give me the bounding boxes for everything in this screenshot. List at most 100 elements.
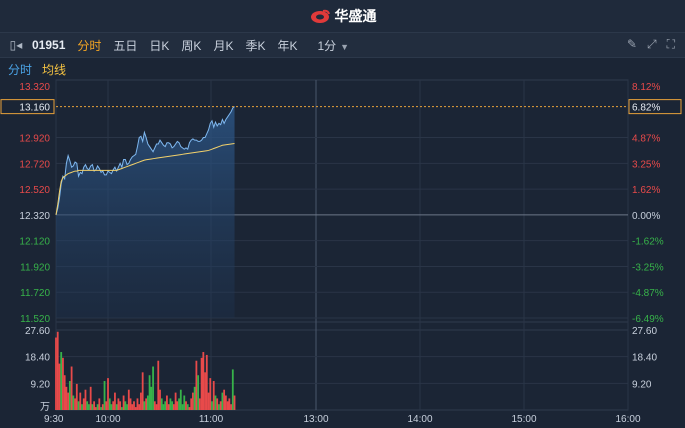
chart-toolbar: ▯◂ 01951 分时 五日 日K 周K 月K 季K 年K 1分 ▼ ✎ ⤢ ⛶ — [0, 32, 685, 58]
time-tick-label: 15:00 — [511, 414, 536, 425]
volume-bar — [185, 401, 187, 410]
volume-bar — [174, 392, 177, 410]
volume-bar — [120, 407, 123, 410]
volume-bar — [143, 401, 146, 410]
price-tick-label: 11.920 — [20, 262, 50, 273]
tab-five-day[interactable]: 五日 — [113, 38, 138, 53]
volume-bar — [209, 378, 212, 410]
volume-bar — [103, 381, 106, 410]
tab-daily-k[interactable]: 日K — [149, 38, 170, 53]
volume-tick-label: 27.60 — [25, 326, 50, 337]
volume-bar — [105, 401, 108, 410]
pct-tick-label: 4.87% — [632, 134, 660, 145]
time-tick-label: 16:00 — [615, 414, 640, 425]
volume-bar — [88, 404, 90, 410]
volume-bar — [219, 401, 222, 410]
pct-tick-label: -4.87% — [632, 288, 664, 299]
volume-bar — [155, 404, 158, 410]
volume-bar — [152, 366, 154, 410]
avg-line-legend: 均线 — [42, 62, 67, 77]
price-tick-label: 12.320 — [19, 211, 50, 222]
volume-bar — [65, 386, 68, 410]
tab-monthly-k[interactable]: 月K — [213, 38, 234, 53]
tab-intraday[interactable]: 分时 — [77, 38, 102, 53]
volume-bar — [160, 398, 163, 410]
tab-weekly-k[interactable]: 周K — [181, 38, 202, 53]
volume-bar — [164, 401, 167, 410]
pct-tick-label: -1.62% — [632, 237, 664, 248]
volume-bar — [112, 401, 115, 410]
volume-bar — [190, 398, 193, 410]
collapse-panel-icon[interactable]: ▯◂ — [9, 38, 23, 52]
pct-tick-label: 3.25% — [632, 159, 660, 170]
volume-bar — [233, 395, 236, 410]
volume-bar — [192, 392, 194, 410]
price-tick-label: 13.320 — [19, 82, 50, 93]
volume-bar — [207, 392, 210, 410]
volume-tick-label: 18.40 — [25, 353, 50, 364]
expand-icon[interactable]: ⤢ — [646, 37, 657, 51]
volume-bar — [77, 401, 80, 410]
volume-bar — [141, 372, 144, 410]
volume-bar — [166, 395, 168, 410]
pct-tick-label: 8.12% — [632, 82, 660, 93]
volume-bar — [62, 357, 64, 410]
volume-bar — [127, 389, 130, 410]
volume-bar — [117, 398, 120, 410]
volume-tick-label: 万 — [40, 402, 50, 413]
volume-bar — [146, 395, 149, 410]
chevron-down-icon: ▼ — [340, 41, 350, 52]
volume-bar — [67, 392, 70, 410]
volume-bar — [58, 363, 61, 410]
volume-bar — [108, 398, 111, 410]
tab-yearly-k[interactable]: 年K — [277, 38, 298, 53]
pct-tick-label: -6.49% — [632, 314, 664, 325]
volume-bar — [119, 401, 122, 410]
pct-tick-label: 1.62% — [632, 185, 660, 196]
volume-bar — [134, 407, 137, 410]
tab-quarterly-k[interactable]: 季K — [245, 38, 266, 53]
brand-logo: 华盛通 — [309, 6, 377, 26]
volume-bar — [86, 401, 89, 410]
volume-bar — [228, 398, 231, 410]
volume-bar — [188, 407, 191, 410]
volume-bar — [197, 375, 200, 410]
volume-bar — [193, 386, 196, 410]
volume-bar — [223, 389, 226, 410]
volume-bar — [72, 395, 75, 410]
volume-bar — [107, 378, 109, 410]
price-line-legend: 分时 — [8, 62, 33, 77]
volume-bar — [129, 398, 132, 410]
volume-bar — [148, 375, 151, 410]
volume-bar — [63, 375, 66, 410]
volume-bar — [94, 407, 97, 410]
volume-tick-label-right: 27.60 — [632, 326, 657, 337]
volume-bar — [216, 398, 219, 410]
price-line — [55, 106, 235, 216]
volume-bar — [133, 401, 135, 410]
volume-bar — [115, 404, 118, 410]
fullscreen-icon[interactable]: ⛶ — [666, 37, 675, 51]
volume-bar — [157, 360, 160, 410]
stock-code: 01951 — [32, 38, 66, 52]
volume-bar — [212, 381, 215, 410]
brand-name: 华盛通 — [334, 8, 377, 24]
current-pct-box — [628, 99, 682, 115]
volume-bar — [226, 401, 229, 410]
volume-bar — [171, 401, 174, 410]
pencil-icon[interactable]: ✎ — [626, 37, 637, 51]
interval-select[interactable]: 1分 ▼ — [317, 37, 349, 54]
volume-bar — [162, 404, 165, 410]
volume-bar — [211, 401, 213, 410]
volume-bar — [150, 386, 153, 410]
volume-bar — [204, 372, 206, 410]
time-tick-label: 13:00 — [303, 414, 328, 425]
volume-bar — [89, 386, 92, 410]
volume-bar — [195, 360, 198, 410]
volume-bar — [172, 404, 175, 410]
volume-bar — [145, 398, 148, 410]
volume-bar — [221, 392, 224, 410]
volume-bar — [181, 404, 184, 410]
volume-bar — [93, 401, 96, 410]
